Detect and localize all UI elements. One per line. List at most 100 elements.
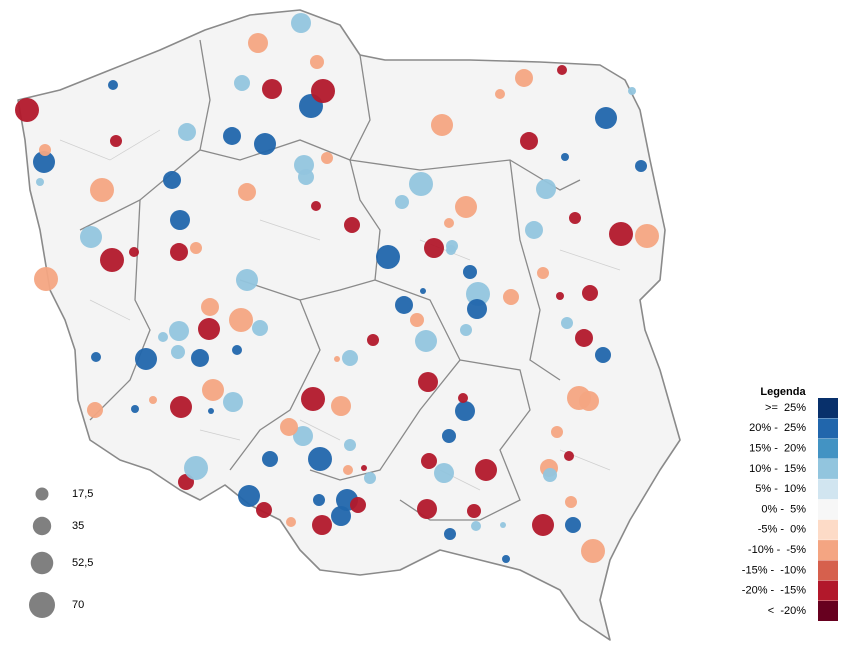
bubble — [308, 447, 332, 471]
bubble — [595, 347, 611, 363]
bubble — [321, 152, 333, 164]
legend-label: -5% - 0% — [758, 524, 807, 536]
bubble — [39, 144, 51, 156]
bubble — [420, 288, 426, 294]
bubble — [80, 226, 102, 248]
bubble — [418, 372, 438, 392]
bubble — [234, 75, 250, 91]
size-legend-circle — [32, 516, 52, 536]
legend-label: 0% - 5% — [761, 503, 806, 515]
legend-label: 15% - 20% — [749, 443, 806, 455]
bubble — [561, 317, 573, 329]
bubble — [532, 514, 554, 536]
bubble — [575, 329, 593, 347]
bubble — [344, 439, 356, 451]
bubble — [248, 33, 268, 53]
bubble — [184, 456, 208, 480]
bubble — [170, 210, 190, 230]
bubble — [87, 402, 103, 418]
bubble — [342, 464, 354, 476]
bubble — [556, 292, 564, 300]
size-legend-label: 35 — [72, 520, 84, 532]
legend-label: < -20% — [768, 605, 806, 617]
bubble — [334, 356, 340, 362]
bubble — [609, 222, 633, 246]
bubble — [445, 244, 457, 256]
bubble — [542, 467, 558, 483]
bubble — [170, 344, 186, 360]
bubble — [310, 200, 322, 212]
bubble — [569, 212, 581, 224]
bubble — [417, 499, 437, 519]
legend-swatch — [818, 398, 838, 418]
size-legend: 17,5 35 52,5 70 — [29, 487, 93, 618]
bubble — [90, 351, 102, 363]
bubble — [536, 179, 556, 199]
bubble — [457, 392, 469, 404]
size-legend-label: 70 — [72, 599, 84, 611]
bubble — [223, 127, 241, 145]
bubble — [128, 246, 140, 258]
bubble — [223, 392, 243, 412]
bubble — [466, 282, 490, 306]
bubble — [231, 344, 243, 356]
bubble — [169, 321, 189, 341]
bubble — [202, 379, 224, 401]
bubble — [466, 503, 482, 519]
legend-label: -15% - -10% — [742, 564, 806, 576]
bubble — [561, 153, 569, 161]
bubble — [293, 426, 313, 446]
bubble — [252, 320, 268, 336]
bubble — [434, 463, 454, 483]
bubble — [470, 520, 482, 532]
bubble — [178, 123, 196, 141]
bubble — [441, 428, 457, 444]
legend-swatch — [818, 560, 838, 581]
bubble — [229, 308, 253, 332]
bubble — [565, 496, 577, 508]
bubble — [107, 79, 119, 91]
size-legend-label: 52,5 — [72, 557, 93, 569]
bubble — [364, 472, 376, 484]
bubble — [415, 330, 437, 352]
bubble — [301, 387, 325, 411]
bubble — [236, 269, 258, 291]
bubble — [262, 79, 282, 99]
bubble — [515, 69, 533, 87]
bubble — [579, 391, 599, 411]
legend: >= 25% 20% - 25% 15% - 20% 10% - 15% 5% - 10… — [742, 398, 838, 621]
bubble — [350, 497, 366, 513]
bubble — [238, 183, 256, 201]
bubble — [342, 350, 358, 366]
bubble — [455, 401, 475, 421]
bubble — [409, 312, 425, 328]
bubble — [254, 133, 276, 155]
size-legend-circle — [30, 551, 54, 575]
bubble — [455, 196, 477, 218]
bubble — [190, 242, 202, 254]
bubble — [581, 539, 605, 563]
bubble — [475, 459, 497, 481]
bubble — [556, 64, 568, 76]
bubble — [298, 169, 314, 185]
size-legend-circle — [29, 592, 55, 618]
bubble — [361, 465, 367, 471]
bubble — [444, 528, 456, 540]
bubble — [551, 426, 563, 438]
bubble — [285, 516, 297, 528]
bubble — [170, 243, 188, 261]
bubble — [394, 194, 410, 210]
bubble — [503, 289, 519, 305]
bubble — [256, 502, 272, 518]
legend-label: 5% - 10% — [755, 483, 806, 495]
bubble — [582, 285, 598, 301]
bubble — [460, 324, 472, 336]
legend-swatch — [818, 438, 838, 459]
bubble — [395, 296, 413, 314]
bubble — [467, 299, 487, 319]
bubble — [198, 318, 220, 340]
bubble — [110, 135, 122, 147]
bubble — [537, 267, 549, 279]
bubble — [565, 517, 581, 533]
